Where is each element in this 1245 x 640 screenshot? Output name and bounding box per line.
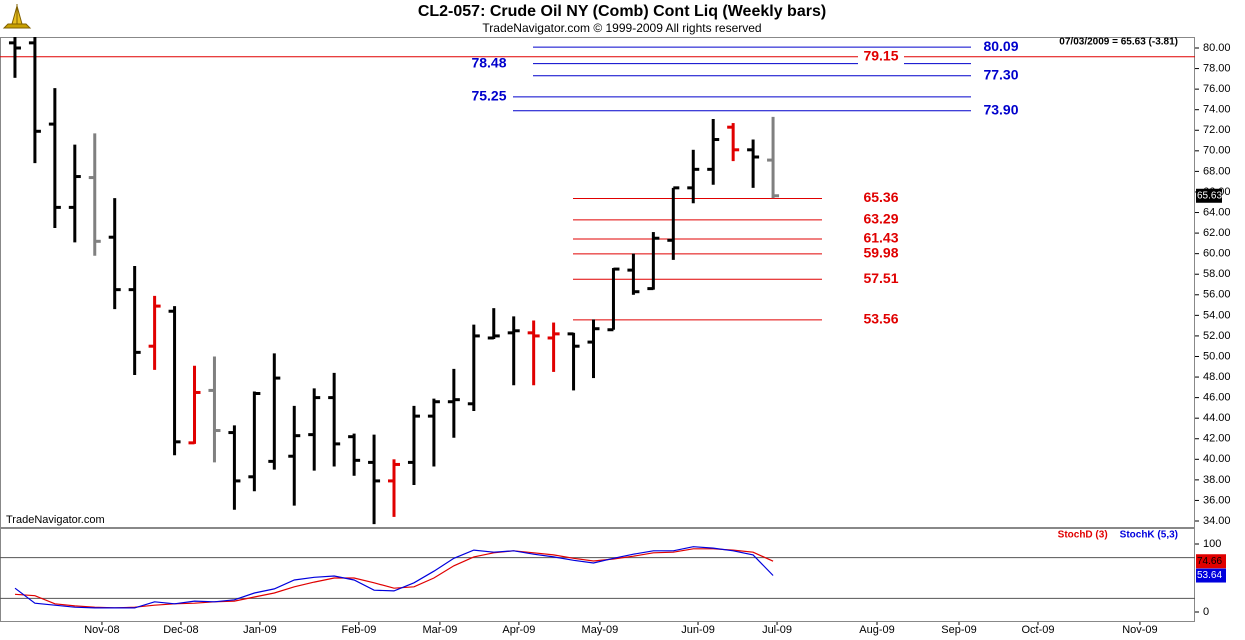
level-label-bg: [858, 271, 904, 288]
level-label: 53.56: [863, 311, 898, 327]
y-tick-label: 36.00: [1203, 494, 1231, 506]
x-tick-label: Jul-09: [762, 624, 792, 636]
y-tick-label: 56.00: [1203, 289, 1231, 301]
y-tick-label: 48.00: [1203, 371, 1231, 383]
y-tick-label: 78.00: [1203, 62, 1231, 74]
level-label: 65.36: [863, 189, 898, 205]
last-value-box: [1196, 554, 1226, 569]
level-label-bg: [858, 311, 904, 328]
y-tick-label: 54.00: [1203, 309, 1231, 321]
x-tick-label: Nov-08: [84, 624, 119, 636]
last-price-box: [1196, 188, 1222, 203]
y-tick-label: 64.00: [1203, 206, 1231, 218]
y-tick-label: 74.00: [1203, 104, 1231, 116]
x-tick-label: Aug-09: [859, 624, 894, 636]
y-tick-label: 70.00: [1203, 145, 1231, 157]
x-tick-label: Sep-09: [941, 624, 976, 636]
level-label: 80.09: [983, 38, 1018, 54]
level-label: 77.30: [983, 66, 1018, 82]
y-tick-label: 50.00: [1203, 350, 1231, 362]
level-label-bg: [858, 245, 904, 262]
y-tick-label: 68.00: [1203, 165, 1231, 177]
y-tick-label: 44.00: [1203, 412, 1231, 424]
x-tick-label: Mar-09: [422, 624, 457, 636]
x-tick-label: Oct-09: [1021, 624, 1054, 636]
y-tick-label: 52.00: [1203, 330, 1231, 342]
y-tick-label: 100: [1203, 538, 1221, 550]
y-tick-label: 40.00: [1203, 453, 1231, 465]
y-tick-label: 42.00: [1203, 433, 1231, 445]
y-tick-label: 80.00: [1203, 42, 1231, 54]
level-label: 61.43: [863, 230, 898, 246]
y-tick-label: 38.00: [1203, 474, 1231, 486]
stoch-plot: [0, 546, 1195, 609]
chart-subtitle: TradeNavigator.com © 1999-2009 All right…: [482, 21, 761, 35]
x-tick-label: May-09: [582, 624, 619, 636]
legend-entry: StochK (5,3): [1120, 530, 1178, 541]
x-tick-label: Feb-09: [341, 624, 376, 636]
x-tick-label: Apr-09: [502, 624, 535, 636]
last-price-label: 65.63: [1197, 190, 1222, 201]
stoch-panel: [0, 528, 1195, 622]
stoch-line: [14, 548, 774, 609]
y-tick-label: 60.00: [1203, 248, 1231, 260]
level-label-bg: [858, 211, 904, 228]
y-tick-label: 58.00: [1203, 268, 1231, 280]
x-tick-label: Jan-09: [243, 624, 277, 636]
last-info: 07/03/2009 = 65.63 (-3.81): [1059, 37, 1178, 48]
y-tick-label: 34.00: [1203, 515, 1231, 527]
y-tick-label: 0: [1203, 606, 1209, 618]
x-tick-label: Jun-09: [681, 624, 715, 636]
level-label-bg: [858, 230, 904, 247]
y-tick-label: 72.00: [1203, 124, 1231, 136]
level-label: 59.98: [863, 245, 898, 261]
y-tick-label: 46.00: [1203, 392, 1231, 404]
price-plot: [0, 37, 1195, 525]
last-value-box: [1196, 568, 1226, 583]
level-label: 57.51: [863, 270, 898, 286]
level-label: 73.90: [983, 101, 1018, 117]
stoch-line: [14, 546, 774, 609]
level-label: 78.48: [471, 54, 506, 70]
x-tick-label: Dec-08: [163, 624, 198, 636]
y-tick-label: 76.00: [1203, 83, 1231, 95]
level-label: 75.25: [471, 88, 506, 104]
level-label: 63.29: [863, 211, 898, 227]
y-tick-label: 62.00: [1203, 227, 1231, 239]
level-label-bg: [858, 48, 904, 65]
watermark: TradeNavigator.com: [6, 514, 105, 526]
chart-title: CL2-057: Crude Oil NY (Comb) Cont Liq (W…: [418, 3, 826, 20]
level-label: 79.15: [863, 47, 898, 63]
level-label-bg: [858, 190, 904, 207]
last-value-label: 74.66: [1197, 556, 1222, 567]
last-value-label: 53.64: [1197, 570, 1222, 581]
logo: [2, 4, 32, 29]
price-panel: [0, 37, 1195, 528]
legend-entry: StochD (3): [1058, 530, 1108, 541]
x-tick-label: Nov-09: [1122, 624, 1157, 636]
